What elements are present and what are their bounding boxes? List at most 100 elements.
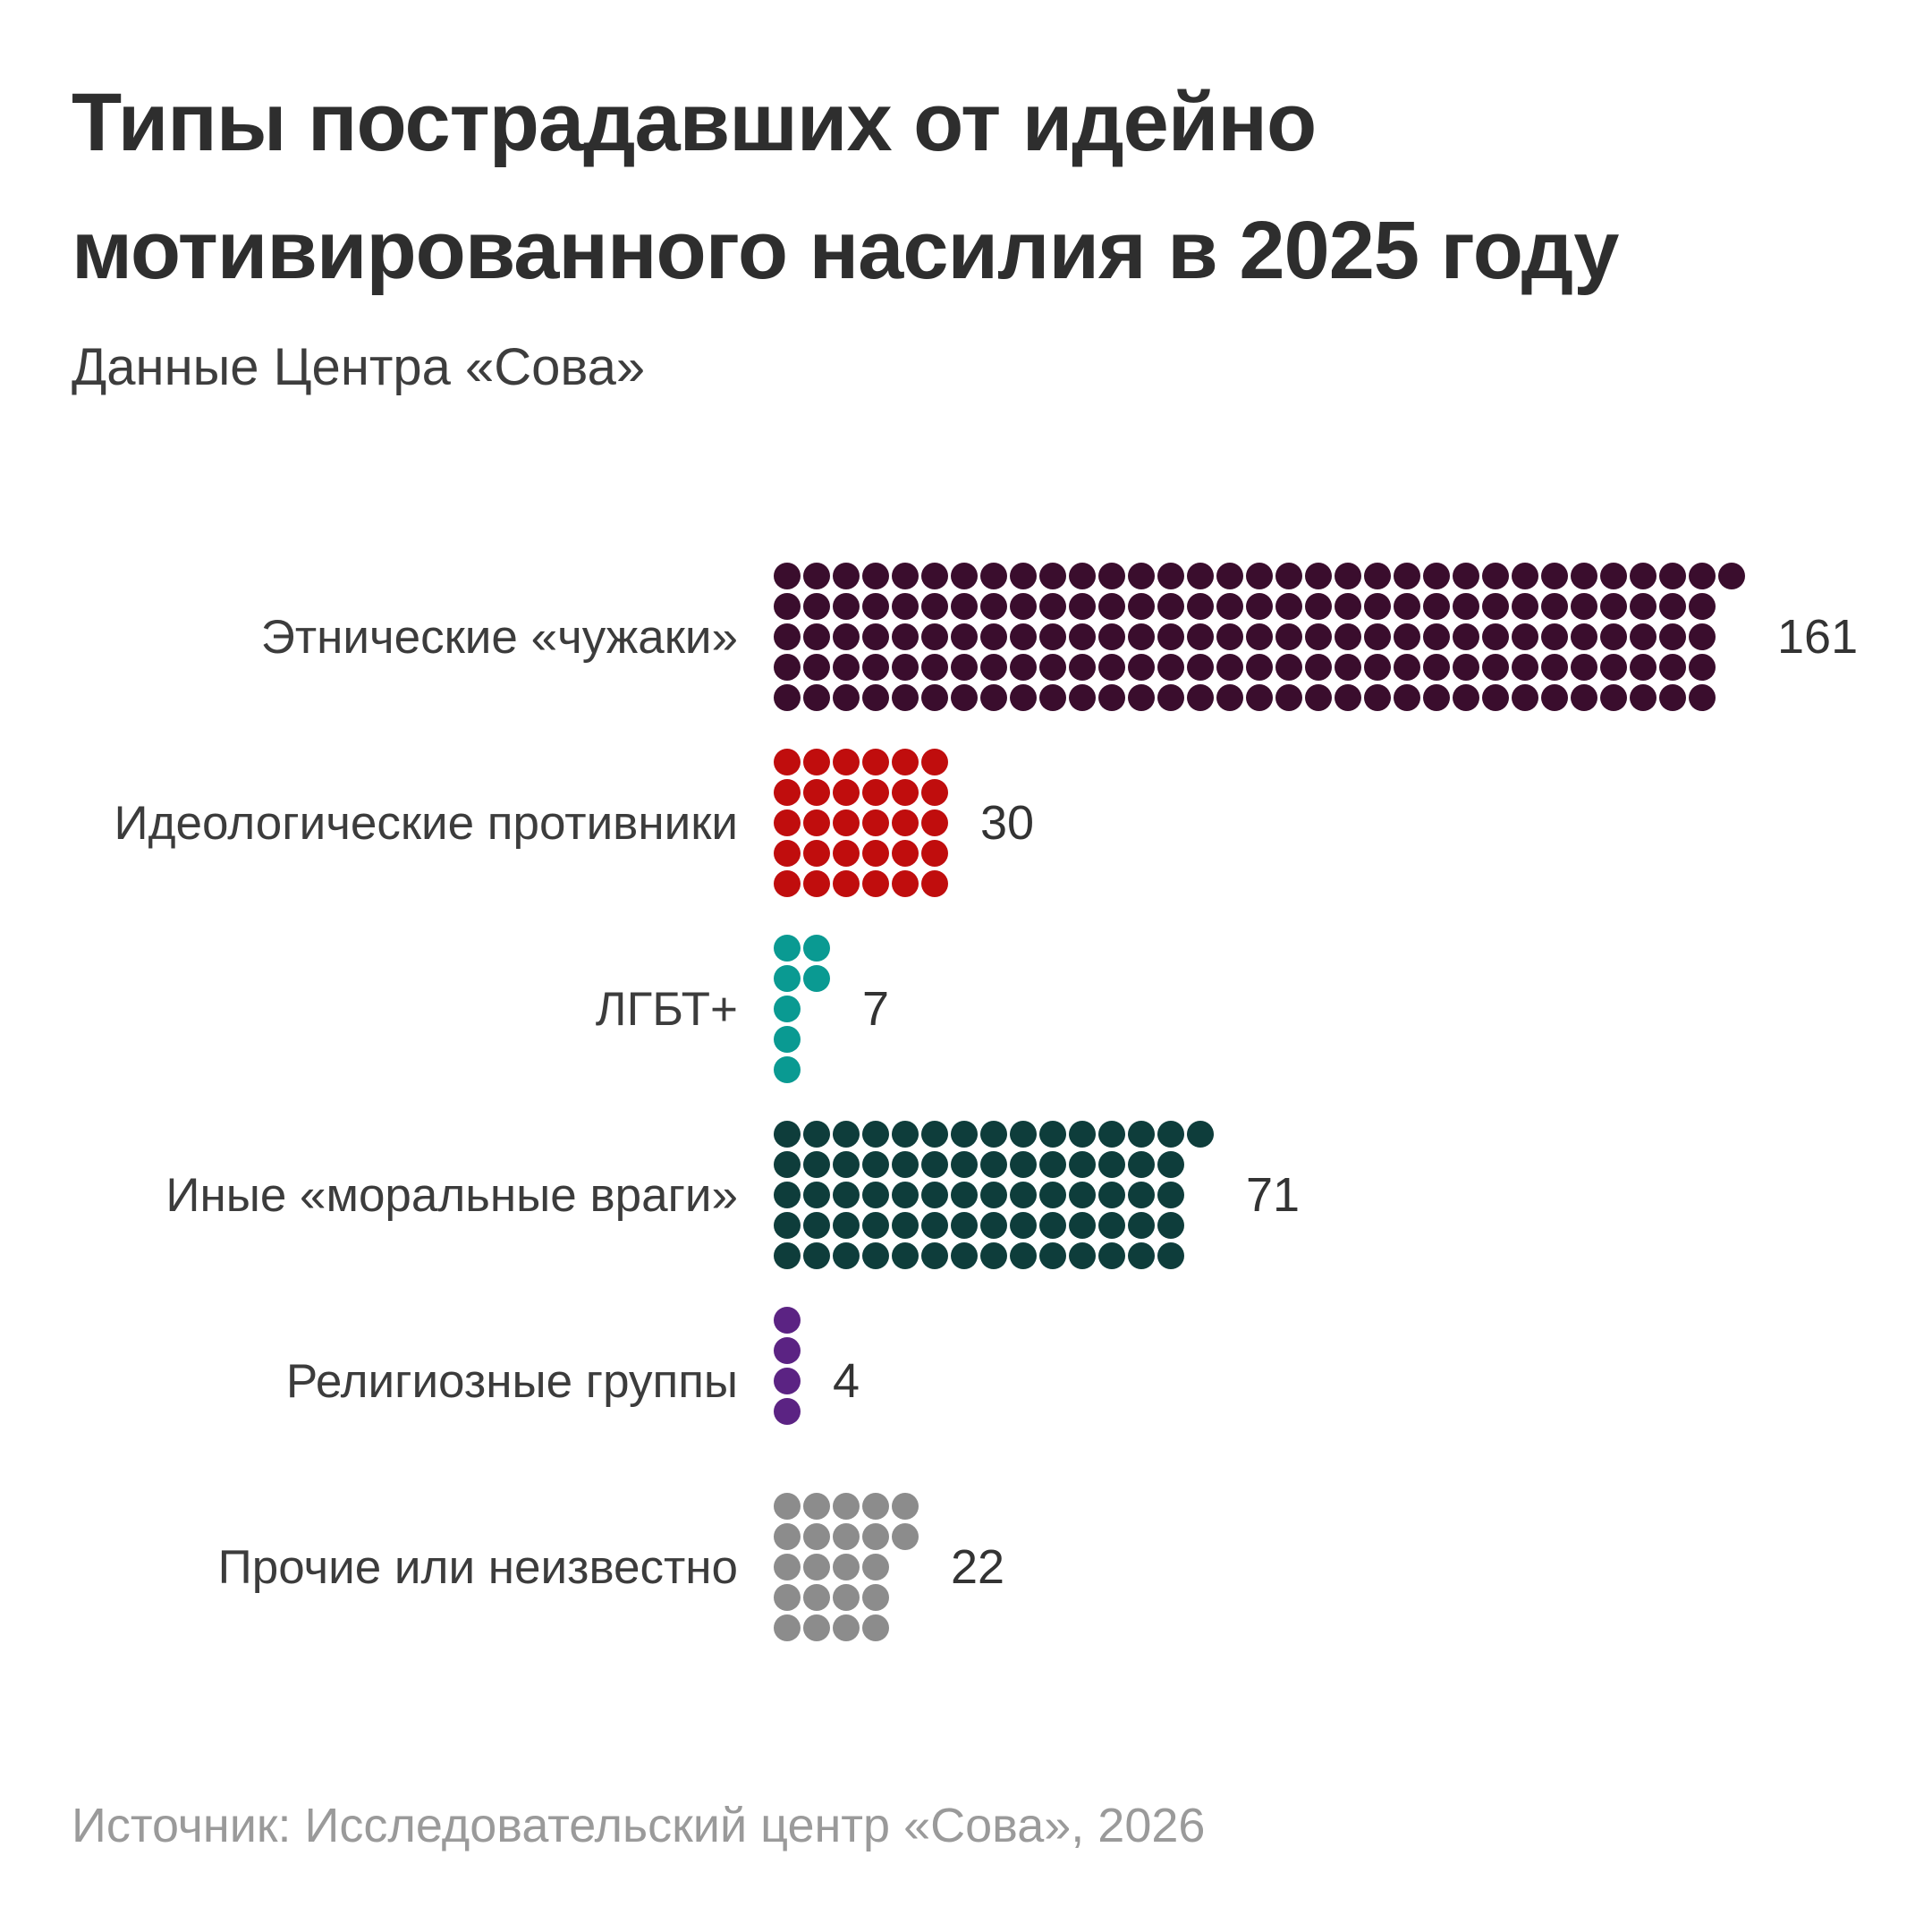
dot: [892, 1121, 919, 1148]
dot: [1541, 684, 1568, 712]
dot: [774, 654, 801, 682]
dot: [1010, 563, 1037, 590]
dot: [1187, 654, 1214, 682]
dot: [921, 1151, 948, 1179]
dot: [1453, 623, 1479, 651]
dot: [774, 996, 801, 1023]
dot: [774, 1307, 801, 1335]
dot: [1187, 593, 1214, 621]
dot: [862, 1242, 889, 1270]
dot: [1571, 684, 1597, 712]
dot: [1010, 1182, 1037, 1209]
dot: [921, 1242, 948, 1270]
dot: [1275, 593, 1302, 621]
dot: [980, 1212, 1007, 1240]
dot: [1571, 623, 1597, 651]
dot: [1512, 563, 1538, 590]
dot: [892, 1212, 919, 1240]
dot: [1689, 563, 1716, 590]
dot: [833, 840, 860, 868]
chart-row: Иные «моральные враги» 71: [72, 1121, 1860, 1270]
dot: [1364, 593, 1391, 621]
dot: [1039, 563, 1066, 590]
dot: [1039, 654, 1066, 682]
dot: [1128, 563, 1155, 590]
dot: [774, 935, 801, 962]
value-label: 4: [833, 1354, 860, 1409]
dot: [1453, 563, 1479, 590]
dot: [1069, 654, 1096, 682]
dot: [892, 870, 919, 898]
dot: [980, 1121, 1007, 1148]
dot-group: [774, 1121, 1214, 1270]
dot: [862, 654, 889, 682]
dot: [1335, 623, 1361, 651]
dot: [1689, 654, 1716, 682]
dot: [1157, 563, 1184, 590]
dot: [1128, 593, 1155, 621]
dot: [1010, 684, 1037, 712]
dot: [833, 1121, 860, 1148]
dot: [1128, 1182, 1155, 1209]
dot: [1128, 623, 1155, 651]
dot: [1335, 593, 1361, 621]
dot: [833, 563, 860, 590]
dot: [951, 1121, 978, 1148]
dot: [833, 749, 860, 776]
dot: [921, 1121, 948, 1148]
dot: [892, 593, 919, 621]
dot: [1305, 593, 1332, 621]
dot: [921, 749, 948, 776]
dot: [774, 1398, 801, 1426]
dot: [1423, 654, 1450, 682]
dot: [980, 593, 1007, 621]
dot: [833, 779, 860, 807]
dot: [1187, 623, 1214, 651]
dot: [980, 654, 1007, 682]
dot: [1423, 623, 1450, 651]
chart-title-line-2: мотивированного насилия в 2025 году: [72, 204, 1619, 296]
dot: [862, 593, 889, 621]
dot: [803, 1182, 830, 1209]
dot-group: [774, 1307, 801, 1455]
dot: [1098, 563, 1125, 590]
dot: [1394, 593, 1420, 621]
dot: [892, 684, 919, 712]
dot: [951, 1151, 978, 1179]
value-label: 22: [951, 1540, 1005, 1595]
dot: [774, 593, 801, 621]
dot: [1039, 1182, 1066, 1209]
dot: [1157, 1121, 1184, 1148]
dot: [1246, 593, 1273, 621]
dot: [1069, 593, 1096, 621]
dot: [774, 1151, 801, 1179]
dot: [862, 1554, 889, 1581]
dot: [1453, 654, 1479, 682]
dot: [1600, 563, 1627, 590]
dot: [1069, 1242, 1096, 1270]
category-label: ЛГБТ+: [595, 982, 738, 1036]
dot: [1010, 654, 1037, 682]
dot: [1069, 623, 1096, 651]
dot: [774, 809, 801, 837]
dot: [1039, 684, 1066, 712]
dot: [1335, 563, 1361, 590]
dot: [1512, 623, 1538, 651]
category-label: Религиозные группы: [285, 1354, 738, 1408]
dot: [1157, 593, 1184, 621]
dot: [774, 1121, 801, 1148]
dot: [1689, 593, 1716, 621]
dot: [1098, 623, 1125, 651]
dot: [803, 1614, 830, 1642]
dot-group: [774, 563, 1745, 712]
dot: [862, 1212, 889, 1240]
chart-title: Типы пострадавших от идейно мотивированн…: [72, 0, 1860, 314]
dot: [1423, 684, 1450, 712]
dot: [862, 870, 889, 898]
dot: [862, 684, 889, 712]
dot: [803, 779, 830, 807]
dot: [833, 870, 860, 898]
dot: [1659, 684, 1686, 712]
dot: [1039, 593, 1066, 621]
